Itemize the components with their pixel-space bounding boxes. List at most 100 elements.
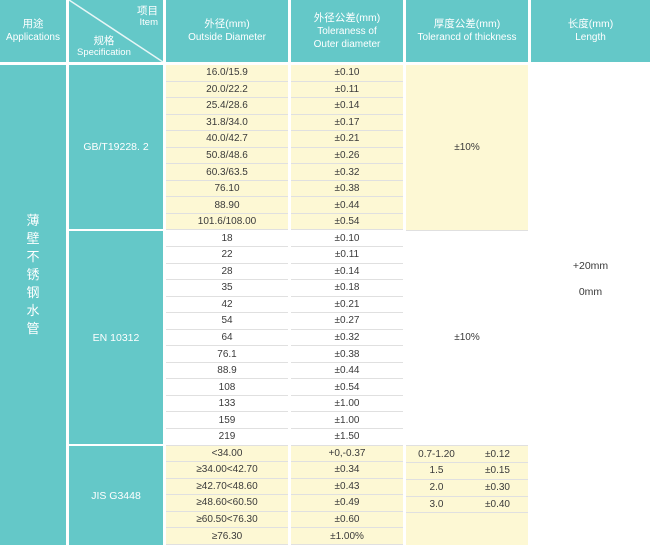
header-applications-en: Applications	[6, 32, 60, 43]
thickness-tolerance-cell: ±0.12	[485, 448, 510, 460]
spec-cell-jis: JIS G3448	[69, 446, 163, 545]
length-value: +20mm 0mm	[531, 65, 650, 305]
thickness-value-cell: 0.7-1.20	[418, 448, 455, 460]
od-tolerance-cell: ±0.10	[291, 230, 403, 248]
length-line1: +20mm	[572, 260, 609, 272]
thickness-value-cell: 3.0	[429, 498, 444, 510]
od-cell: <34.00	[166, 445, 288, 463]
od-cell: 28	[166, 263, 288, 281]
header-item-spec-diagonal: 项目 Item 规格 Specification	[69, 0, 163, 62]
od-tolerance-cell: ±0.18	[291, 280, 403, 297]
thickness-tolerance-cell: ±0.30	[485, 482, 510, 494]
thickness-tolerance-cell: ±0.15	[485, 465, 510, 477]
od-cell: 22	[166, 247, 288, 264]
od-cell: 76.10	[166, 180, 288, 198]
od-cell: 40.0/42.7	[166, 131, 288, 148]
thickness-row: 2.0 ±0.30	[406, 480, 528, 497]
thickness-row: 3.0 ±0.40	[406, 497, 528, 514]
od-tolerance-cell: ±0.14	[291, 98, 403, 115]
od-tolerance-cell: ±1.00%	[291, 528, 403, 545]
od-cell: 108	[166, 379, 288, 396]
od-tolerance-cell: ±0.21	[291, 296, 403, 314]
header-length: 长度(mm) Length	[531, 0, 650, 62]
od-tolerance-cell: +0,-0.37	[291, 445, 403, 463]
od-cell: 76.1	[166, 346, 288, 363]
od-tolerance-cell: ±1.50	[291, 429, 403, 446]
thickness-empty-cell	[406, 513, 528, 545]
od-cell: 133	[166, 395, 288, 413]
od-tolerance-column: ±0.10 ±0.11 ±0.14 ±0.17 ±0.21 ±0.26 ±0.32 ±0.38…	[291, 65, 403, 545]
applications-cell: 薄 壁 不 锈 钢 水 管	[0, 65, 66, 545]
od-cell: 20.0/22.2	[166, 81, 288, 99]
od-cell: ≥34.00<42.70	[166, 462, 288, 479]
thickness-tolerance-column: ±10% ±10% 0.7-1.20 ±0.12 1.5 ±0.15 2.0 ±0.30 3…	[406, 65, 528, 545]
od-cell: 25.4/28.6	[166, 98, 288, 115]
od-cell: 31.8/34.0	[166, 114, 288, 132]
length-line2: 0mm	[578, 286, 603, 298]
od-cell: 54	[166, 313, 288, 330]
spec-cell-en: EN 10312	[69, 231, 163, 444]
od-cell: 42	[166, 296, 288, 314]
od-cell: ≥48.60<60.50	[166, 495, 288, 512]
od-cell: 219	[166, 429, 288, 446]
od-tolerance-cell: ±0.44	[291, 197, 403, 214]
od-tolerance-cell: ±0.11	[291, 81, 403, 99]
app-char: 壁	[26, 231, 40, 246]
od-cell: 64	[166, 329, 288, 347]
od-tolerance-cell: ±0.54	[291, 379, 403, 396]
od-tolerance-cell: ±0.17	[291, 114, 403, 132]
od-cell: 88.9	[166, 362, 288, 380]
header-thickness-tolerance: 厚度公差(mm) Tolerancd of thickness	[406, 0, 528, 62]
od-cell: ≥42.70<48.60	[166, 478, 288, 496]
app-char: 锈	[26, 267, 40, 282]
header-applications: 用途 Applications	[0, 0, 66, 62]
diagonal-line	[69, 0, 163, 62]
od-cell: 101.6/108.00	[166, 213, 288, 231]
od-tolerance-cell: ±0.32	[291, 329, 403, 347]
od-tolerance-cell: ±0.38	[291, 180, 403, 198]
od-cell: 50.8/48.6	[166, 147, 288, 165]
thickness-value-cell: 2.0	[429, 482, 444, 494]
header-outside-diameter: 外径(mm) Outside Diameter	[166, 0, 288, 62]
app-char: 薄	[26, 213, 40, 228]
od-cell: 159	[166, 412, 288, 430]
od-tolerance-cell: ±0.26	[291, 147, 403, 165]
thickness-row: 1.5 ±0.15	[406, 463, 528, 480]
thickness-row: 0.7-1.20 ±0.12	[406, 446, 528, 463]
od-tolerance-cell: ±0.32	[291, 164, 403, 181]
od-tolerance-cell: ±0.21	[291, 131, 403, 148]
od-cell: ≥60.50<76.30	[166, 511, 288, 529]
app-char: 水	[26, 303, 40, 318]
od-tolerance-cell: ±0.10	[291, 65, 403, 82]
header-item-label: 项目 Item	[137, 5, 158, 28]
header-applications-zh: 用途	[22, 18, 44, 30]
thickness-jis-subtable: 0.7-1.20 ±0.12 1.5 ±0.15 2.0 ±0.30 3.0 ±0.40	[406, 446, 528, 545]
thickness-tolerance-cell: ±0.40	[485, 498, 510, 510]
od-tolerance-cell: ±0.11	[291, 247, 403, 264]
app-char: 不	[26, 249, 40, 264]
thickness-value-cell: 1.5	[429, 465, 444, 477]
spec-cell-gb: GB/T19228. 2	[69, 65, 163, 229]
header-spec-label: 规格 Specification	[77, 35, 131, 58]
od-tolerance-cell: ±0.27	[291, 313, 403, 330]
od-cell: ≥76.30	[166, 528, 288, 545]
od-tolerance-cell: ±0.34	[291, 462, 403, 479]
length-column: +20mm 0mm	[531, 65, 650, 545]
od-tolerance-cell: ±0.49	[291, 495, 403, 512]
od-cell: 18	[166, 230, 288, 248]
od-cell: 35	[166, 280, 288, 297]
thickness-merged-gb: ±10%	[406, 65, 528, 231]
outside-diameter-column: 16.0/15.9 20.0/22.2 25.4/28.6 31.8/34.0 40.0…	[166, 65, 288, 545]
od-tolerance-cell: ±0.38	[291, 346, 403, 363]
od-tolerance-cell: ±0.60	[291, 511, 403, 529]
od-tolerance-cell: ±0.14	[291, 263, 403, 281]
od-cell: 60.3/63.5	[166, 164, 288, 181]
od-tolerance-cell: ±0.43	[291, 478, 403, 496]
app-char: 钢	[26, 285, 40, 300]
app-char: 管	[26, 321, 40, 336]
od-tolerance-cell: ±1.00	[291, 412, 403, 430]
od-tolerance-cell: ±0.44	[291, 362, 403, 380]
od-tolerance-cell: ±0.54	[291, 213, 403, 231]
od-tolerance-cell: ±1.00	[291, 395, 403, 413]
